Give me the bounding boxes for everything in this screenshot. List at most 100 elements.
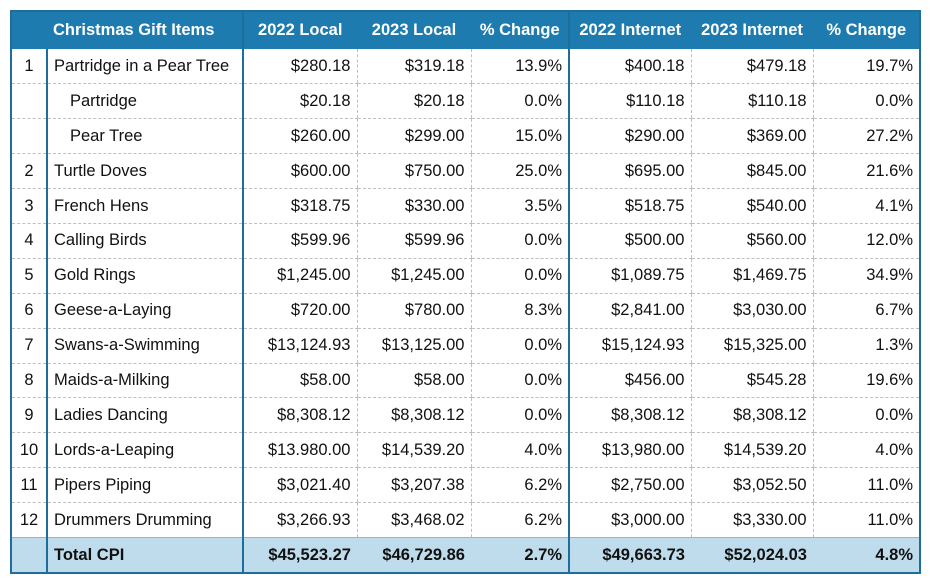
row-2022-internet: $2,841.00 bbox=[568, 293, 691, 329]
total-internet-change: 4.8% bbox=[813, 536, 920, 574]
row-2023-internet: $560.00 bbox=[690, 223, 813, 259]
row-num: 4 bbox=[11, 223, 47, 259]
row-2023-internet: $3,052.50 bbox=[690, 467, 813, 504]
row-2022-local: $3,266.93 bbox=[242, 502, 357, 538]
row-local-change: 0.0% bbox=[470, 397, 569, 434]
table-row: Partridge $20.18 $20.18 0.0% $110.18 $110.18 0… bbox=[11, 83, 920, 120]
row-internet-change: 4.1% bbox=[812, 188, 920, 224]
table-row: 1 Partridge in a Pear Tree $280.18 $319.18 1… bbox=[11, 49, 920, 85]
row-2022-internet: $1,089.75 bbox=[568, 258, 691, 294]
total-2023-local: $46,729.86 bbox=[357, 536, 471, 574]
row-num: 9 bbox=[11, 397, 47, 434]
row-2023-local: $3,207.38 bbox=[356, 467, 471, 504]
row-2022-internet: $400.18 bbox=[568, 49, 691, 85]
header-internet-change: % Change bbox=[812, 11, 920, 49]
table-row: 5 Gold Rings $1,245.00 $1,245.00 0.0% $1,089.… bbox=[11, 258, 920, 294]
row-num: 3 bbox=[11, 188, 47, 224]
row-item: Ladies Dancing bbox=[46, 397, 243, 434]
row-2022-local: $720.00 bbox=[242, 293, 357, 329]
row-2023-internet: $845.00 bbox=[690, 153, 813, 190]
table-row: 4 Calling Birds $599.96 $599.96 0.0% $500.00 $… bbox=[11, 223, 920, 259]
row-local-change: 0.0% bbox=[470, 223, 569, 259]
row-num: 11 bbox=[11, 467, 47, 504]
row-2022-internet: $456.00 bbox=[568, 363, 691, 399]
row-2022-local: $1,245.00 bbox=[242, 258, 357, 294]
row-2023-internet: $540.00 bbox=[690, 188, 813, 224]
row-2023-internet: $545.28 bbox=[690, 363, 813, 399]
row-item: Drummers Drumming bbox=[46, 502, 243, 538]
row-local-change: 8.3% bbox=[470, 293, 569, 329]
row-2023-internet: $15,325.00 bbox=[690, 328, 813, 364]
row-local-change: 13.9% bbox=[470, 49, 569, 85]
header-2023-internet: 2023 Internet bbox=[690, 11, 813, 49]
total-2023-internet: $52,024.03 bbox=[691, 536, 813, 574]
total-row: Total CPI $45,523.27 $46,729.86 2.7% $49… bbox=[11, 536, 920, 574]
row-num: 12 bbox=[11, 502, 47, 538]
row-2022-internet: $695.00 bbox=[568, 153, 691, 190]
row-internet-change: 21.6% bbox=[812, 153, 920, 190]
table-body: 1 Partridge in a Pear Tree $280.18 $319.18 1… bbox=[11, 49, 920, 538]
row-2022-local: $13.980.00 bbox=[242, 432, 357, 469]
row-2023-internet: $14,539.20 bbox=[690, 432, 813, 469]
row-num: 5 bbox=[11, 258, 47, 294]
table-row: 12 Drummers Drumming $3,266.93 $3,468.02 6.2… bbox=[11, 502, 920, 538]
header-2022-internet: 2022 Internet bbox=[568, 11, 691, 49]
row-num: 8 bbox=[11, 363, 47, 399]
row-internet-change: 1.3% bbox=[812, 328, 920, 364]
row-local-change: 0.0% bbox=[470, 363, 569, 399]
row-2022-internet: $15,124.93 bbox=[568, 328, 691, 364]
row-2023-internet: $110.18 bbox=[690, 83, 813, 120]
row-2023-local: $319.18 bbox=[356, 49, 471, 85]
row-2023-local: $330.00 bbox=[356, 188, 471, 224]
header-2022-local: 2022 Local bbox=[242, 11, 357, 49]
row-num: 1 bbox=[11, 49, 47, 85]
row-internet-change: 6.7% bbox=[812, 293, 920, 329]
row-internet-change: 11.0% bbox=[812, 502, 920, 538]
total-local-change: 2.7% bbox=[471, 536, 569, 574]
row-item: Geese-a-Laying bbox=[46, 293, 243, 329]
row-local-change: 15.0% bbox=[470, 118, 569, 155]
row-item: Partridge bbox=[46, 83, 243, 120]
row-2023-local: $780.00 bbox=[356, 293, 471, 329]
row-2022-local: $13,124.93 bbox=[242, 328, 357, 364]
row-item: Swans-a-Swimming bbox=[46, 328, 243, 364]
row-2023-local: $299.00 bbox=[356, 118, 471, 155]
row-2022-internet: $8,308.12 bbox=[568, 397, 691, 434]
row-num: 2 bbox=[11, 153, 47, 190]
row-num bbox=[11, 83, 47, 120]
row-local-change: 0.0% bbox=[470, 83, 569, 120]
table-row: 3 French Hens $318.75 $330.00 3.5% $518.75 $54… bbox=[11, 188, 920, 224]
row-local-change: 0.0% bbox=[470, 258, 569, 294]
row-2022-local: $3,021.40 bbox=[242, 467, 357, 504]
row-2022-local: $260.00 bbox=[242, 118, 357, 155]
row-2022-internet: $2,750.00 bbox=[568, 467, 691, 504]
header-local-change: % Change bbox=[470, 11, 569, 49]
row-internet-change: 0.0% bbox=[812, 397, 920, 434]
row-2023-local: $599.96 bbox=[356, 223, 471, 259]
row-2023-internet: $8,308.12 bbox=[690, 397, 813, 434]
row-local-change: 6.2% bbox=[470, 502, 569, 538]
total-2022-internet: $49,663.73 bbox=[568, 536, 691, 574]
table-row: 11 Pipers Piping $3,021.40 $3,207.38 6.2% $2,… bbox=[11, 467, 920, 504]
row-2022-internet: $518.75 bbox=[568, 188, 691, 224]
row-num: 7 bbox=[11, 328, 47, 364]
row-2023-internet: $369.00 bbox=[690, 118, 813, 155]
row-2023-local: $14,539.20 bbox=[356, 432, 471, 469]
row-2023-local: $20.18 bbox=[356, 83, 471, 120]
row-2023-local: $3,468.02 bbox=[356, 502, 471, 538]
row-item: Pipers Piping bbox=[46, 467, 243, 504]
table-row: 9 Ladies Dancing $8,308.12 $8,308.12 0.0% $8,… bbox=[11, 397, 920, 434]
row-num bbox=[11, 118, 47, 155]
row-item: Turtle Doves bbox=[46, 153, 243, 190]
row-internet-change: 12.0% bbox=[812, 223, 920, 259]
row-2022-local: $8,308.12 bbox=[242, 397, 357, 434]
header-row: Christmas Gift Items 2022 Local 2023 Loc… bbox=[11, 11, 920, 49]
row-item: Maids-a-Milking bbox=[46, 363, 243, 399]
row-2023-internet: $479.18 bbox=[690, 49, 813, 85]
table-row: 10 Lords-a-Leaping $13.980.00 $14,539.20 4.0… bbox=[11, 432, 920, 469]
row-2022-internet: $13,980.00 bbox=[568, 432, 691, 469]
table-row: 7 Swans-a-Swimming $13,124.93 $13,125.00 0.0… bbox=[11, 328, 920, 364]
table-row: 8 Maids-a-Milking $58.00 $58.00 0.0% $456.00 $… bbox=[11, 363, 920, 399]
row-2022-local: $599.96 bbox=[242, 223, 357, 259]
total-2022-local: $45,523.27 bbox=[242, 536, 357, 574]
